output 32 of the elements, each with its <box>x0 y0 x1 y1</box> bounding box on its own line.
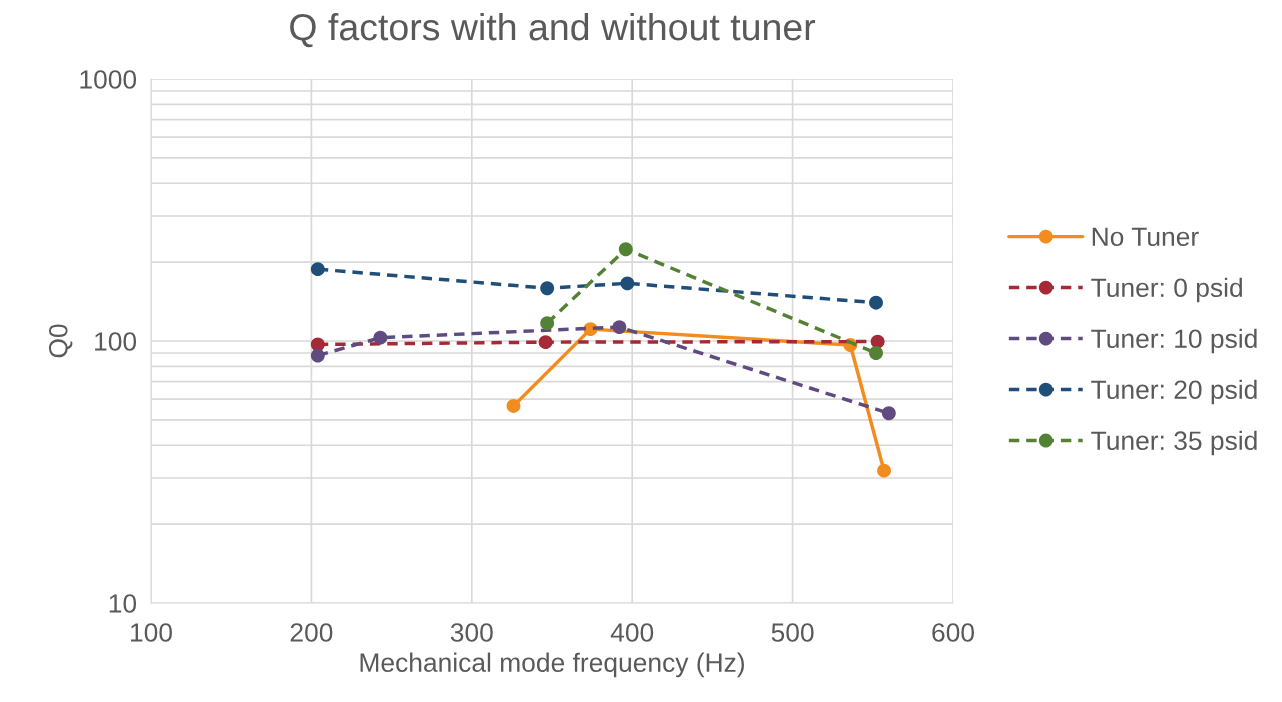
point <box>869 295 883 310</box>
legend-label: Tuner: 0 psid <box>1091 277 1242 303</box>
point <box>506 399 521 413</box>
point <box>620 276 635 291</box>
point <box>612 320 627 335</box>
y-tick-label: 1000 <box>80 70 137 89</box>
chart-title: Q factors with and without tuner <box>290 12 816 48</box>
legend-label: Tuner: 35 psid <box>1091 430 1257 456</box>
point <box>373 330 388 345</box>
point <box>310 262 325 277</box>
point <box>618 242 633 257</box>
x-tick-label: 600 <box>932 623 974 642</box>
y-tick-label: 10 <box>109 594 137 613</box>
point <box>538 335 553 350</box>
x-axis-title: Mechanical mode frequency (Hz) <box>360 652 744 678</box>
x-tick-label: 300 <box>450 623 493 642</box>
x-tick-label: 500 <box>771 623 814 642</box>
point <box>881 406 896 421</box>
legend-label: Tuner: 10 psid <box>1091 328 1257 354</box>
point <box>540 316 555 331</box>
x-tick-label: 100 <box>131 623 172 642</box>
legend-label: No Tuner <box>1092 227 1199 247</box>
y-axis-title: Q0 <box>48 324 73 358</box>
x-tick-label: 200 <box>290 623 333 642</box>
legend-label: Tuner: 20 psid <box>1091 379 1257 405</box>
point <box>540 281 555 296</box>
point <box>869 346 883 360</box>
y-tick-label: 100 <box>95 332 137 351</box>
point <box>870 334 885 349</box>
x-tick-label: 400 <box>610 623 654 642</box>
point <box>877 463 891 478</box>
point <box>310 348 325 363</box>
